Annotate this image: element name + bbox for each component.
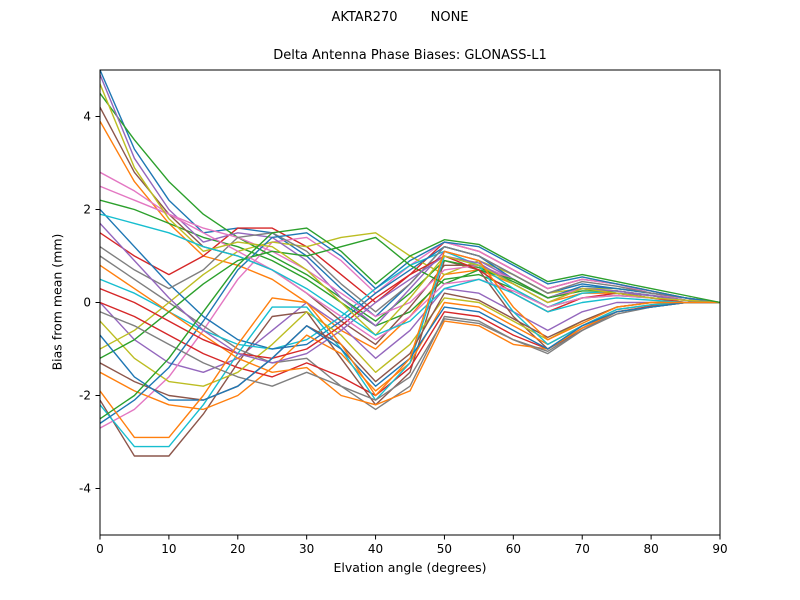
series-line-11 [100, 208, 720, 350]
series-line-30 [100, 213, 720, 336]
x-tick-label: 20 [230, 542, 245, 556]
x-tick-label: 60 [506, 542, 521, 556]
y-tick-label: -4 [79, 482, 91, 496]
y-tick-label: 4 [83, 110, 91, 124]
series-line-25 [100, 222, 720, 364]
series-line-5 [100, 287, 720, 373]
series-line-9 [100, 232, 720, 350]
x-tick-label: 10 [161, 542, 176, 556]
series-line-16 [100, 106, 720, 346]
x-tick-label: 30 [299, 542, 314, 556]
series-line-2 [100, 120, 720, 350]
y-tick-label: 0 [83, 296, 91, 310]
x-tick-label: 50 [437, 542, 452, 556]
x-tick-label: 0 [96, 542, 104, 556]
series-line-32 [100, 250, 720, 439]
series-line-21 [100, 232, 720, 425]
x-tick-label: 70 [575, 542, 590, 556]
series-line-27 [100, 171, 720, 341]
series-line-33 [100, 227, 720, 420]
figure-suptitle: AKTAR270 NONE [331, 10, 469, 25]
series-line-18 [100, 232, 720, 313]
series-line-28 [100, 301, 720, 401]
chart-title: Delta Antenna Phase Biases: GLONASS-L1 [273, 48, 547, 63]
series-line-20 [100, 255, 720, 448]
x-tick-label: 40 [368, 542, 383, 556]
x-tick-label: 90 [712, 542, 727, 556]
y-tick-label: 2 [83, 203, 91, 217]
y-tick-label: -2 [79, 389, 91, 403]
series-line-29 [100, 83, 720, 336]
x-axis-label: Elvation angle (degrees) [333, 560, 487, 575]
x-tick-label: 80 [643, 542, 658, 556]
series-line-26 [100, 292, 720, 401]
y-axis-label: Bias from mean (mm) [49, 233, 65, 371]
